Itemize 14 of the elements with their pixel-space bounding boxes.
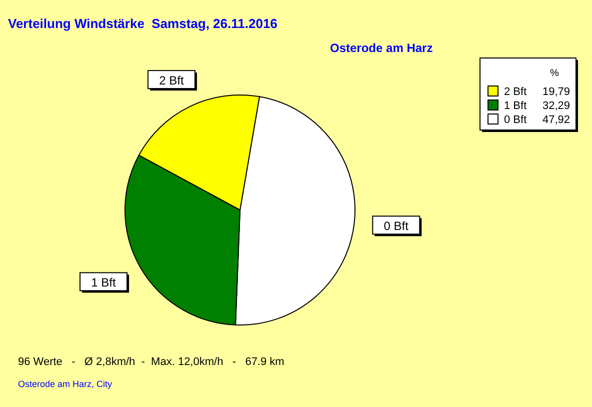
chart-subtitle: Osterode am Harz: [330, 41, 433, 55]
text: Osterode am Harz, City: [18, 379, 113, 389]
legend-title: %: [550, 68, 559, 79]
legend-label: 1 Bft: [504, 100, 527, 112]
data-label: 32,29: [542, 100, 570, 112]
slice-label: 1 Bft: [91, 276, 117, 290]
legend-label: 2 Bft: [504, 86, 527, 98]
data-label: 47,92: [542, 114, 570, 126]
text: 96 Werte - Ø 2,8km/h - Max. 12,0km/h - 67.9 km: [18, 356, 284, 368]
slice-label: 2 Bft: [159, 74, 184, 88]
slice-label: 0 Bft: [384, 219, 410, 234]
legend-label: 0 Bft: [504, 114, 527, 126]
chart-title: Verteilung Windstärke Samstag, 26.11.2016: [8, 16, 278, 31]
data-label: 19,79: [542, 86, 570, 98]
